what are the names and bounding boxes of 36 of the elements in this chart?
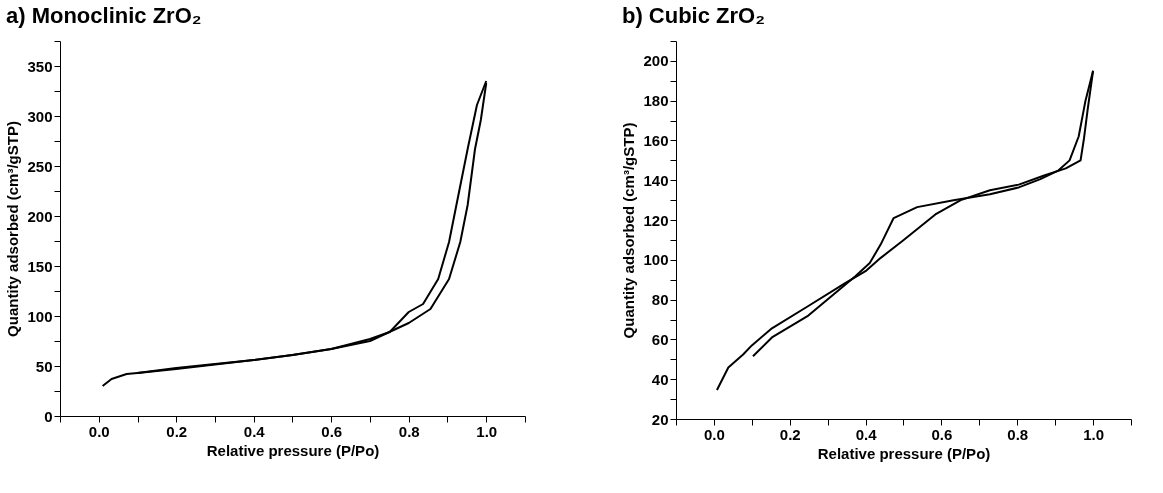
- y-tick-label: 200: [27, 207, 53, 225]
- y-tick-label: 60: [651, 330, 669, 348]
- y-axis-title: Quantity adsorbed (cm³/gSTP): [620, 122, 638, 339]
- y-tick-label: 80: [651, 291, 669, 309]
- y-tick-label: 20: [651, 410, 669, 428]
- y-tick-label: 140: [643, 171, 669, 189]
- x-tick-label: 0.0: [88, 422, 110, 440]
- x-tick-label: 0.8: [1007, 425, 1029, 443]
- y-tick-label: 150: [27, 257, 53, 275]
- chart-title: a) Monoclinic ZrO₂: [5, 3, 202, 28]
- y-tick-label: 50: [35, 357, 53, 375]
- x-tick-label: 0.6: [931, 425, 953, 443]
- y-tick-label: 120: [643, 211, 669, 229]
- y-tick-label: 200: [643, 52, 669, 70]
- x-tick-label: 0.4: [243, 422, 266, 440]
- y-tick-label: 250: [27, 157, 53, 175]
- x-tick-label: 0.8: [398, 422, 420, 440]
- y-tick-label: 160: [643, 131, 669, 149]
- y-tick-label: 100: [27, 307, 53, 325]
- x-axis-title: Relative pressure (P/Po): [206, 441, 380, 459]
- y-tick-label: 0: [44, 407, 53, 425]
- chart-title: b) Cubic ZrO₂: [621, 3, 765, 28]
- x-tick-label: 1.0: [1083, 425, 1105, 443]
- y-tick-label: 100: [643, 251, 669, 269]
- x-tick-label: 0.6: [321, 422, 343, 440]
- y-tick-label: 300: [27, 107, 53, 125]
- x-tick-label: 0.0: [703, 425, 725, 443]
- y-tick-label: 40: [651, 370, 669, 388]
- x-tick-label: 0.4: [855, 425, 878, 443]
- x-tick-label: 1.0: [476, 422, 498, 440]
- y-tick-label: 180: [643, 92, 669, 110]
- y-axis-title: Quantity adsorbed (cm³/gSTP): [4, 121, 22, 337]
- x-tick-label: 0.2: [779, 425, 801, 443]
- x-axis-title: Relative pressure (P/Po): [817, 444, 991, 462]
- x-tick-label: 0.2: [166, 422, 188, 440]
- y-tick-label: 350: [27, 57, 53, 75]
